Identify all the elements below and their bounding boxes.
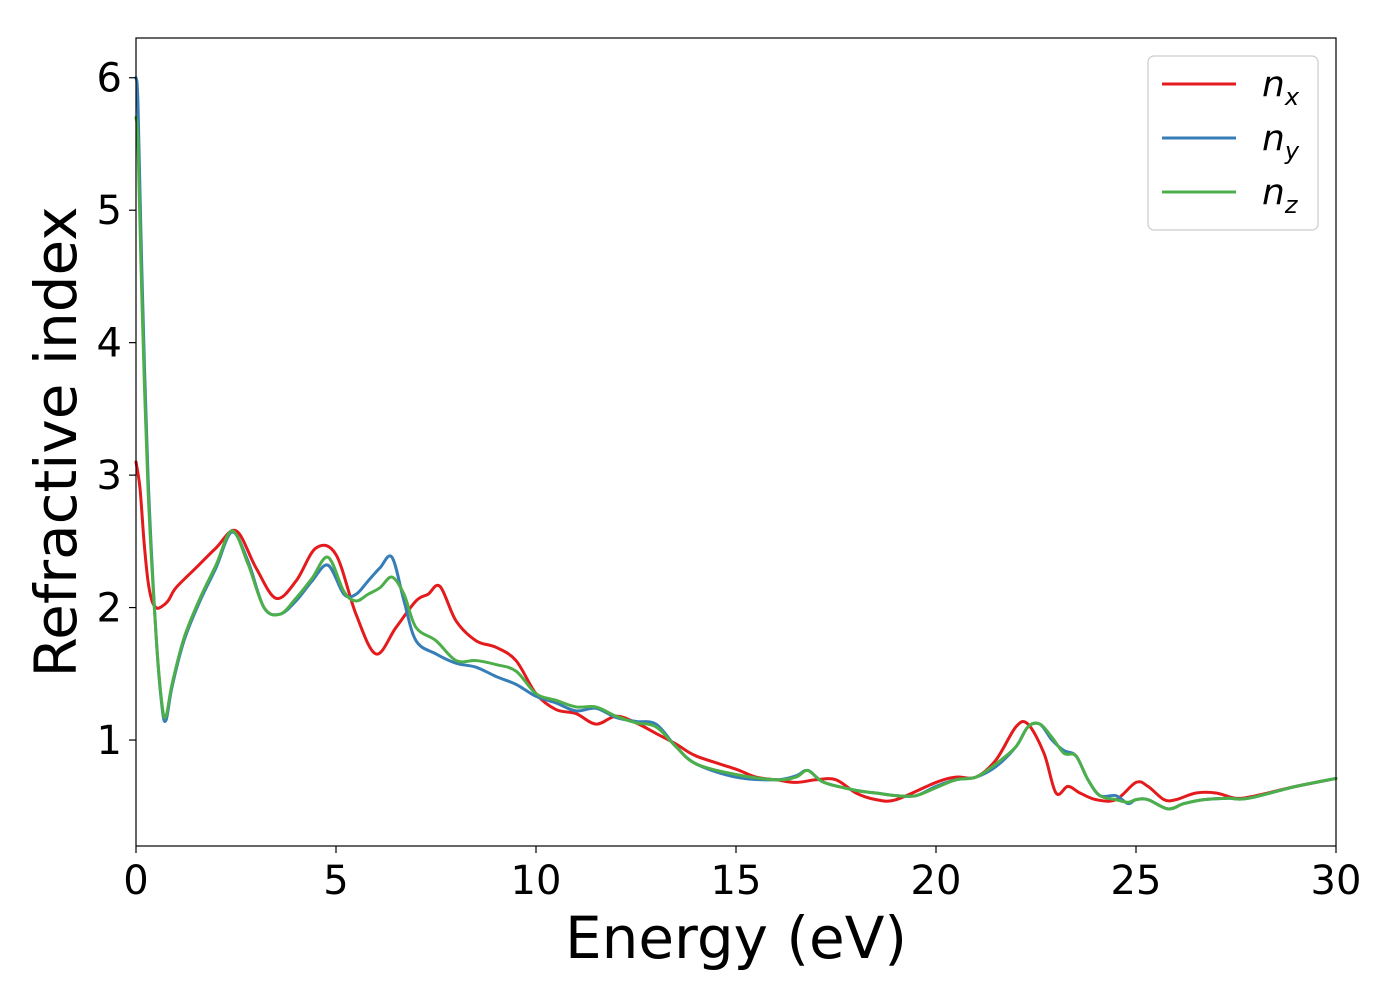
series-line-z bbox=[134, 115, 1338, 811]
y-tick-label: 6 bbox=[97, 56, 122, 102]
legend-label-y: ny bbox=[1262, 118, 1300, 165]
series-line-x bbox=[134, 460, 1338, 803]
series-layer bbox=[134, 76, 1338, 811]
x-axis-title: Energy (eV) bbox=[565, 904, 907, 972]
x-tick-label: 30 bbox=[1311, 858, 1362, 904]
legend-box bbox=[1147, 55, 1319, 231]
legend-label-x: nx bbox=[1262, 64, 1300, 111]
x-tick-label: 25 bbox=[1111, 858, 1162, 904]
y-axis-ticks: 1 2 3 4 5 6 bbox=[97, 56, 136, 764]
x-tick-label: 10 bbox=[511, 858, 562, 904]
x-tick-label: 15 bbox=[711, 858, 762, 904]
y-tick-label: 1 bbox=[97, 718, 122, 764]
x-axis-ticks: 0 5 10 15 20 25 30 bbox=[123, 846, 1361, 904]
legend: nx ny nz bbox=[1147, 55, 1319, 231]
x-tick-label: 20 bbox=[911, 858, 962, 904]
y-axis-title: Refractive index bbox=[22, 206, 90, 677]
x-tick-label: 5 bbox=[323, 858, 348, 904]
plot-area bbox=[136, 38, 1336, 846]
y-tick-label: 5 bbox=[97, 188, 122, 234]
legend-label-z: nz bbox=[1262, 172, 1299, 219]
y-tick-label: 4 bbox=[97, 321, 122, 367]
y-tick-label: 2 bbox=[97, 586, 122, 632]
x-tick-label: 0 bbox=[123, 858, 148, 904]
y-tick-label: 3 bbox=[97, 453, 122, 499]
